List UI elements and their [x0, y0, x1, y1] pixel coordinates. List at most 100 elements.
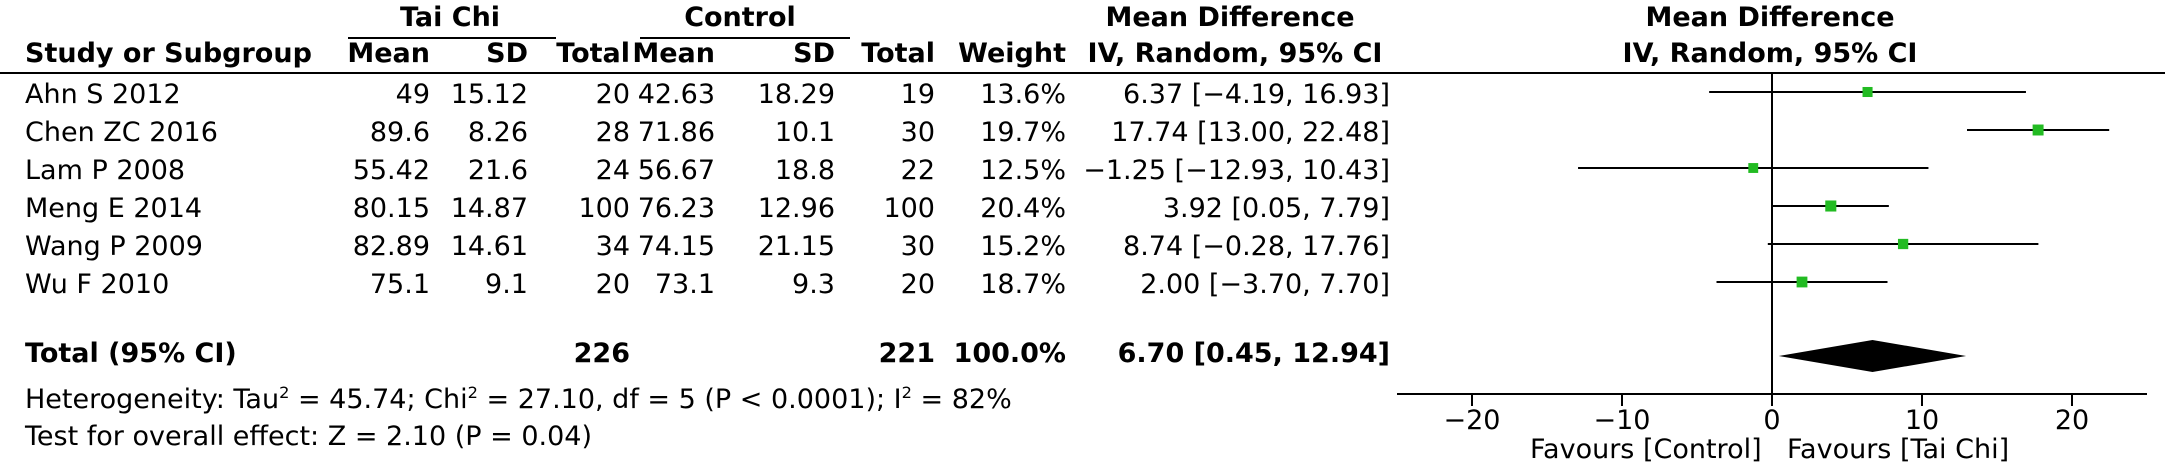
sd2-cell: 18.29 [757, 79, 835, 110]
col-header-mean2: Mean [632, 38, 715, 69]
ci-cell: 3.92 [0.05, 7.79] [1162, 193, 1390, 224]
table-row: Chen ZC 2016 89.6 8.26 28 71.86 10.1 30 … [0, 117, 1420, 155]
col-header-study: Study or Subgroup [25, 38, 312, 69]
total2-cell: 30 [900, 117, 935, 148]
col-header-sd2: SD [793, 38, 835, 69]
mean1-cell: 55.42 [352, 155, 430, 186]
study-name: Chen ZC 2016 [25, 117, 218, 148]
table-row: Ahn S 2012 49 15.12 20 42.63 18.29 19 13… [0, 79, 1420, 117]
favours-tai-chi-label: Favours [Tai Chi] [1787, 434, 2010, 465]
weight-cell: 19.7% [980, 117, 1066, 148]
total2-sum: 221 [878, 338, 935, 369]
effect-point [1862, 86, 1873, 98]
sd2-cell: 9.3 [792, 269, 835, 300]
total1-cell: 28 [595, 117, 630, 148]
col-header-sd1: SD [486, 38, 528, 69]
ci-cell: 2.00 [−3.70, 7.70] [1140, 269, 1390, 300]
group-header-tai-chi: Tai Chi [399, 2, 501, 33]
total2-cell: 20 [900, 269, 935, 300]
heterogeneity-stats: Heterogeneity: Tau2 = 45.74; Chi2 = 27.1… [25, 384, 1012, 416]
mean1-cell: 75.1 [369, 269, 430, 300]
heterogeneity-text-3: = 27.10, df = 5 (P < 0.0001); I [477, 384, 902, 415]
header-rule [0, 72, 2165, 74]
col-header-total1: Total [556, 38, 630, 69]
weight-cell: 20.4% [980, 193, 1066, 224]
col-header-mean1: Mean [347, 38, 430, 69]
mean2-cell: 56.67 [637, 155, 715, 186]
mean2-cell: 73.1 [654, 269, 715, 300]
table-row: Lam P 2008 55.42 21.6 24 56.67 18.8 22 1… [0, 155, 1420, 193]
plot-header-top: Mean Difference [1645, 2, 1895, 33]
total1-sum: 226 [573, 338, 630, 369]
study-name: Wu F 2010 [25, 269, 170, 300]
sd2-cell: 21.15 [757, 231, 835, 262]
sd1-cell: 21.6 [467, 155, 528, 186]
mean2-cell: 42.63 [637, 79, 715, 110]
total-row: Total (95% CI) 226 221 100.0% 6.70 [0.45… [0, 338, 1420, 376]
mean1-cell: 49 [395, 79, 430, 110]
effect-point [1796, 276, 1808, 288]
col-header-weight: Weight [958, 38, 1066, 69]
plot-header-sub: IV, Random, 95% CI [1622, 38, 1918, 69]
ci-cell: 6.37 [−4.19, 16.93] [1123, 79, 1390, 110]
study-name: Meng E 2014 [25, 193, 203, 224]
ci-cell: 8.74 [−0.28, 17.76] [1123, 231, 1390, 262]
total-weight: 100.0% [953, 338, 1066, 369]
study-name: Ahn S 2012 [25, 79, 181, 110]
effect-point [1748, 163, 1759, 173]
heterogeneity-text-1: Heterogeneity: Tau [25, 384, 280, 415]
md-header-sub: IV, Random, 95% CI [1087, 38, 1383, 69]
mean1-cell: 89.6 [369, 117, 430, 148]
total2-cell: 22 [900, 155, 935, 186]
x-tick-label: 0 [1763, 405, 1780, 436]
table-row: Wu F 2010 75.1 9.1 20 73.1 9.3 20 18.7% … [0, 269, 1420, 307]
md-header-top: Mean Difference [1105, 2, 1355, 33]
pooled-ci: 6.70 [0.45, 12.94] [1117, 338, 1390, 369]
sd1-cell: 9.1 [485, 269, 528, 300]
overall-effect-test: Test for overall effect: Z = 2.10 (P = 0… [25, 421, 592, 452]
heterogeneity-sup-3: 2 [901, 383, 912, 402]
sd1-cell: 8.26 [467, 117, 528, 148]
total2-cell: 30 [900, 231, 935, 262]
x-tick-label: −20 [1444, 405, 1501, 436]
total-label: Total (95% CI) [25, 338, 237, 369]
study-name: Wang P 2009 [25, 231, 203, 262]
mean2-cell: 74.15 [637, 231, 715, 262]
col-header-total2: Total [861, 38, 935, 69]
ci-cell: 17.74 [13.00, 22.48] [1111, 117, 1390, 148]
group-underline-tai-chi [348, 37, 556, 39]
weight-cell: 15.2% [980, 231, 1066, 262]
group-header-control: Control [684, 2, 796, 33]
total1-cell: 20 [595, 269, 630, 300]
mean2-cell: 71.86 [637, 117, 715, 148]
favours-control-label: Favours [Control] [1530, 434, 1762, 465]
study-name: Lam P 2008 [25, 155, 186, 186]
x-tick-label: 20 [2055, 405, 2089, 436]
weight-cell: 18.7% [980, 269, 1066, 300]
sd2-cell: 12.96 [757, 193, 835, 224]
sd2-cell: 18.8 [774, 155, 835, 186]
heterogeneity-sup-2: 2 [467, 383, 478, 402]
table-row: Wang P 2009 82.89 14.61 34 74.15 21.15 3… [0, 231, 1420, 269]
x-tick-label: −10 [1594, 405, 1651, 436]
group-underline-control [640, 37, 850, 39]
x-tick-label: 10 [1905, 405, 1939, 436]
ci-cell: −1.25 [−12.93, 10.43] [1083, 155, 1390, 186]
effect-point [1825, 200, 1837, 212]
table-row: Meng E 2014 80.15 14.87 100 76.23 12.96 … [0, 193, 1420, 231]
sd2-cell: 10.1 [774, 117, 835, 148]
total1-cell: 20 [595, 79, 630, 110]
total2-cell: 19 [900, 79, 935, 110]
total1-cell: 100 [578, 193, 630, 224]
total1-cell: 34 [595, 231, 630, 262]
weight-cell: 13.6% [980, 79, 1066, 110]
weight-cell: 12.5% [980, 155, 1066, 186]
effect-point [2032, 124, 2044, 136]
total2-cell: 100 [883, 193, 935, 224]
sd1-cell: 14.61 [450, 231, 528, 262]
pooled-diamond [1778, 340, 1967, 372]
heterogeneity-text-4: = 82% [911, 384, 1012, 415]
sd1-cell: 14.87 [450, 193, 528, 224]
heterogeneity-sup-1: 2 [279, 383, 290, 402]
